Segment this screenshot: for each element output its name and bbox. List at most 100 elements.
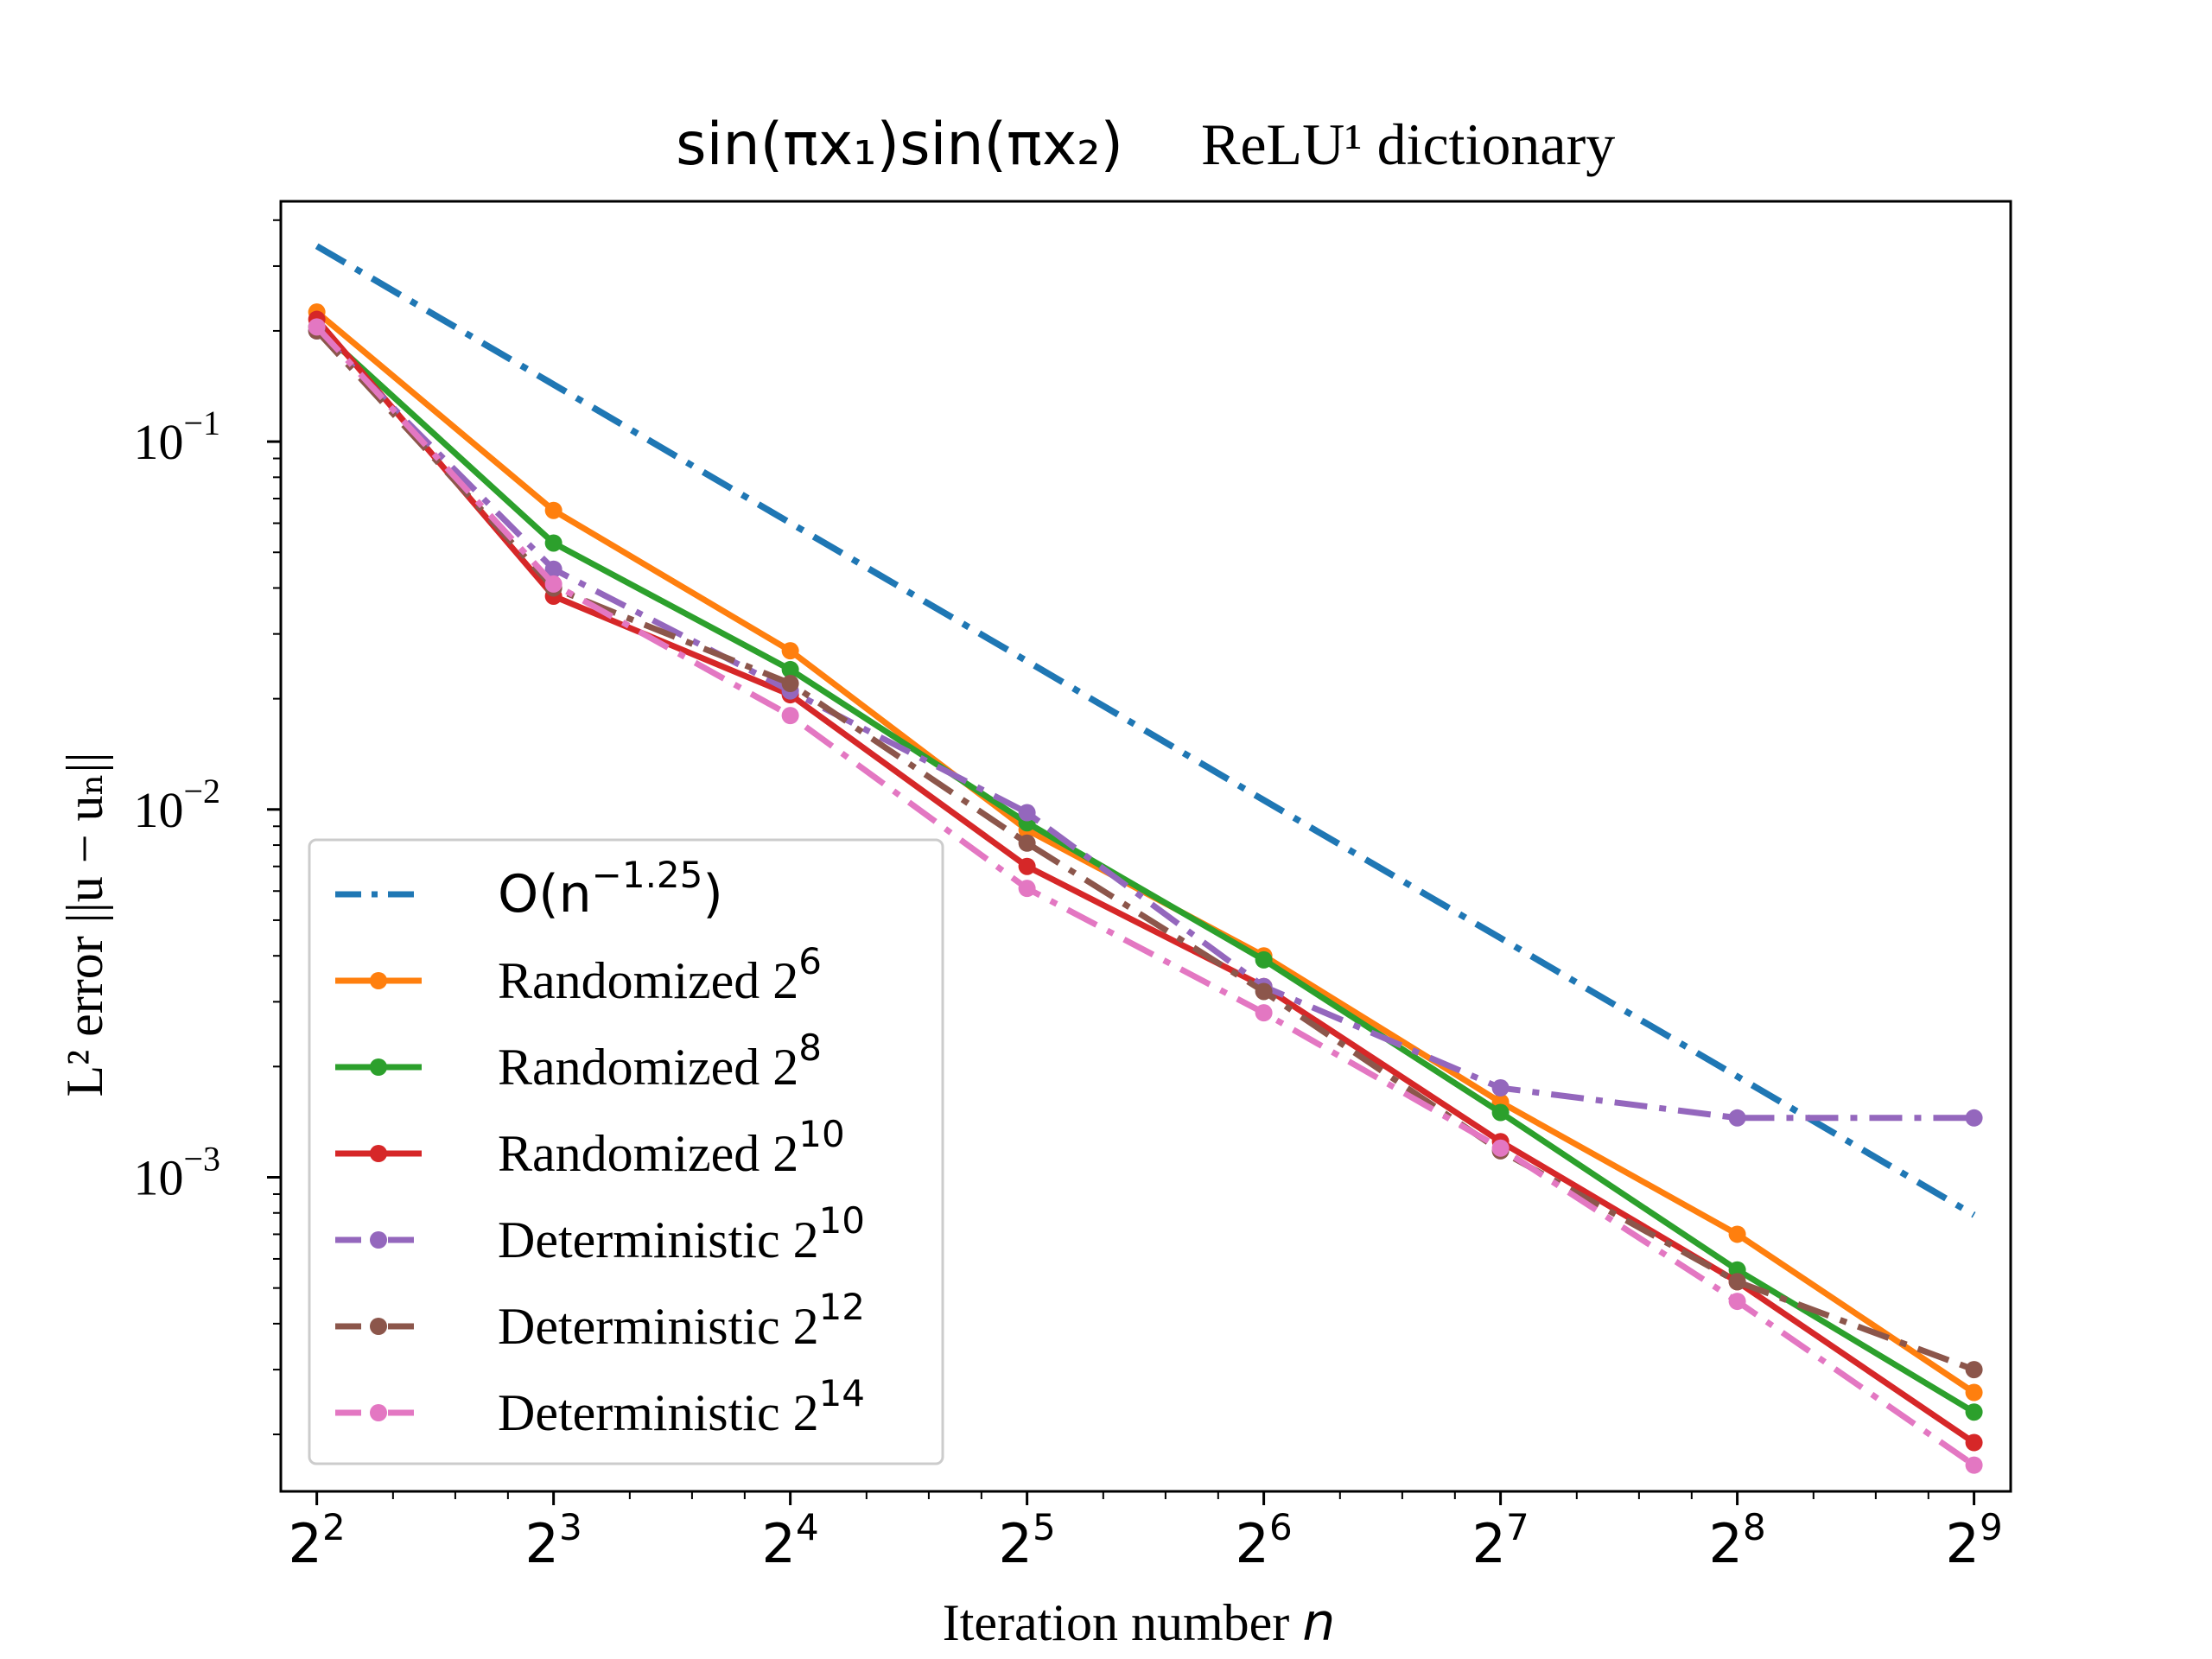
plot-frame <box>279 200 2012 1493</box>
series-line <box>315 328 1974 1122</box>
data-point <box>1491 1103 1510 1122</box>
x-tick-exp: 2 <box>322 1506 346 1548</box>
data-point <box>1728 1273 1746 1291</box>
legend-marker <box>370 1231 387 1249</box>
legend-label: Randomized 210 <box>498 1113 845 1182</box>
data-point <box>1965 1361 1983 1379</box>
x-tick-base: 2 <box>289 1512 322 1575</box>
series-line <box>315 324 1976 1415</box>
legend-marker <box>370 1404 387 1421</box>
data-point <box>1728 1261 1746 1279</box>
x-tick-base: 2 <box>999 1512 1033 1575</box>
legend-label-sup: 8 <box>798 1027 822 1069</box>
x-tick-label: 25 <box>999 1506 1056 1575</box>
legend-label-main: Deterministic 2 <box>498 1384 819 1441</box>
data-point <box>544 534 563 552</box>
legend-label: O(n−1.25) <box>498 854 723 925</box>
series-line <box>315 243 1976 1218</box>
legend-label: Deterministic 210 <box>498 1199 865 1268</box>
y-tick-exp: −2 <box>183 772 220 810</box>
x-tick-label: 27 <box>1472 1506 1529 1575</box>
series-6 <box>308 318 1983 1474</box>
legend-item: Randomized 26 <box>335 940 822 1009</box>
legend-label-sup: 10 <box>819 1199 865 1242</box>
legend-label-sup: 10 <box>798 1113 844 1155</box>
legend-item: Deterministic 214 <box>335 1372 865 1441</box>
x-tick-exp: 9 <box>1980 1506 2003 1548</box>
data-point <box>1965 1383 1983 1402</box>
x-tick-label: 23 <box>525 1506 582 1575</box>
x-axis-label-var: n <box>1302 1592 1335 1653</box>
legend-box <box>308 838 944 1465</box>
legend-label-sup: −1.25 <box>592 854 703 896</box>
legend-label: Deterministic 212 <box>498 1286 865 1355</box>
legend-item: Randomized 210 <box>335 1113 845 1182</box>
data-point <box>544 501 563 519</box>
x-axis-label-text: Iteration number n <box>943 1592 1336 1653</box>
x-tick-base: 2 <box>1472 1512 1506 1575</box>
y-tick-label: 10−2 <box>133 772 220 838</box>
series-layer <box>308 243 1983 1474</box>
legend-item: Randomized 28 <box>335 1027 822 1096</box>
legend-marker <box>370 1145 387 1162</box>
legend-label-sup: 6 <box>798 940 822 982</box>
x-tick-base: 2 <box>1236 1512 1269 1575</box>
series-0 <box>315 243 1976 1218</box>
legend-marker <box>370 1058 387 1076</box>
data-point <box>1018 804 1036 822</box>
data-point <box>1728 1225 1746 1243</box>
x-tick-label: 24 <box>762 1506 819 1575</box>
chart-title: sin(πx₁)sin(πx₂) ReLU¹ dictionary <box>676 111 1615 179</box>
y-tick-label: 10−3 <box>133 1139 220 1205</box>
x-tick-label: 22 <box>289 1506 346 1575</box>
data-point <box>308 318 326 336</box>
data-point <box>1018 857 1036 875</box>
x-tick-label: 28 <box>1708 1506 1765 1575</box>
legend-label-tail: ) <box>702 864 722 925</box>
data-point <box>781 660 799 678</box>
data-point <box>1965 1403 1983 1421</box>
data-point <box>781 675 799 693</box>
y-axis-label-text: L² error ||u − uₙ|| <box>56 752 113 1096</box>
y-axis: 10−110−210−3 <box>133 219 281 1436</box>
data-point <box>781 642 799 660</box>
x-tick-exp: 5 <box>1033 1506 1056 1548</box>
data-point <box>1728 1293 1746 1311</box>
y-tick-exp: −3 <box>183 1139 220 1178</box>
legend-marker <box>370 972 387 989</box>
data-point <box>1965 1109 1983 1127</box>
legend-label: Deterministic 214 <box>498 1372 865 1441</box>
y-tick-base: 10 <box>133 414 183 470</box>
y-axis-label: L² error ||u − uₙ|| <box>56 752 113 1096</box>
chart-title-text: ReLU¹ dictionary <box>1201 111 1615 177</box>
x-axis-label: Iteration number n <box>943 1592 1336 1653</box>
x-tick-exp: 7 <box>1506 1506 1529 1548</box>
legend-label-main: Deterministic 2 <box>498 1298 819 1355</box>
legend-label-main: O(n <box>498 864 592 925</box>
y-tick-exp: −1 <box>183 404 220 442</box>
y-tick-base: 10 <box>133 1149 183 1205</box>
x-tick-base: 2 <box>1945 1512 1979 1575</box>
data-point <box>781 707 799 725</box>
data-point <box>1255 950 1273 969</box>
data-point <box>1018 880 1036 898</box>
data-point <box>1018 834 1036 852</box>
y-tick-base: 10 <box>133 782 183 838</box>
data-point <box>1491 1139 1510 1157</box>
x-axis: 22 23 24 25 26 27 28 29 <box>289 1491 2003 1575</box>
legend-label-main: Randomized 2 <box>498 952 798 1009</box>
legend-label-sup: 12 <box>819 1286 865 1328</box>
legend-item: O(n−1.25) <box>335 854 723 925</box>
x-tick-exp: 3 <box>559 1506 582 1548</box>
legend-item: Deterministic 210 <box>335 1199 865 1268</box>
x-tick-base: 2 <box>762 1512 796 1575</box>
legend-label-sup: 14 <box>819 1372 865 1414</box>
chart-title-math: sin(πx₁)sin(πx₂) <box>676 111 1123 179</box>
x-tick-exp: 6 <box>1269 1506 1293 1548</box>
data-point <box>1965 1433 1983 1452</box>
legend-label: Randomized 26 <box>498 940 822 1009</box>
x-tick-exp: 8 <box>1743 1506 1766 1548</box>
legend-item: Deterministic 212 <box>335 1286 865 1355</box>
